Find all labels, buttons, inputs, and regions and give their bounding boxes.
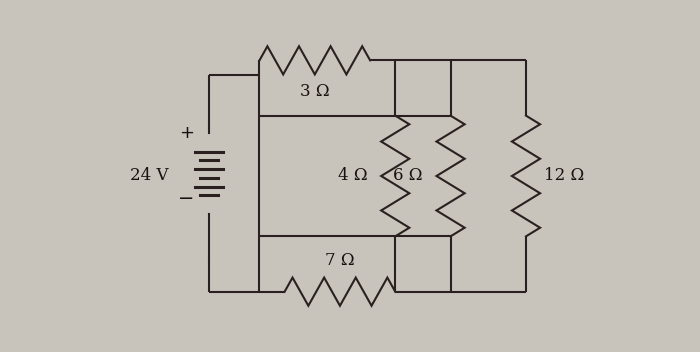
Text: 3 Ω: 3 Ω (300, 83, 330, 100)
Text: 7 Ω: 7 Ω (325, 252, 355, 269)
Text: 4 Ω: 4 Ω (338, 168, 368, 184)
Text: 24 V: 24 V (130, 168, 168, 184)
Text: 12 Ω: 12 Ω (544, 168, 584, 184)
Text: −: − (178, 189, 195, 208)
Text: 6 Ω: 6 Ω (393, 168, 423, 184)
Text: +: + (179, 124, 194, 142)
